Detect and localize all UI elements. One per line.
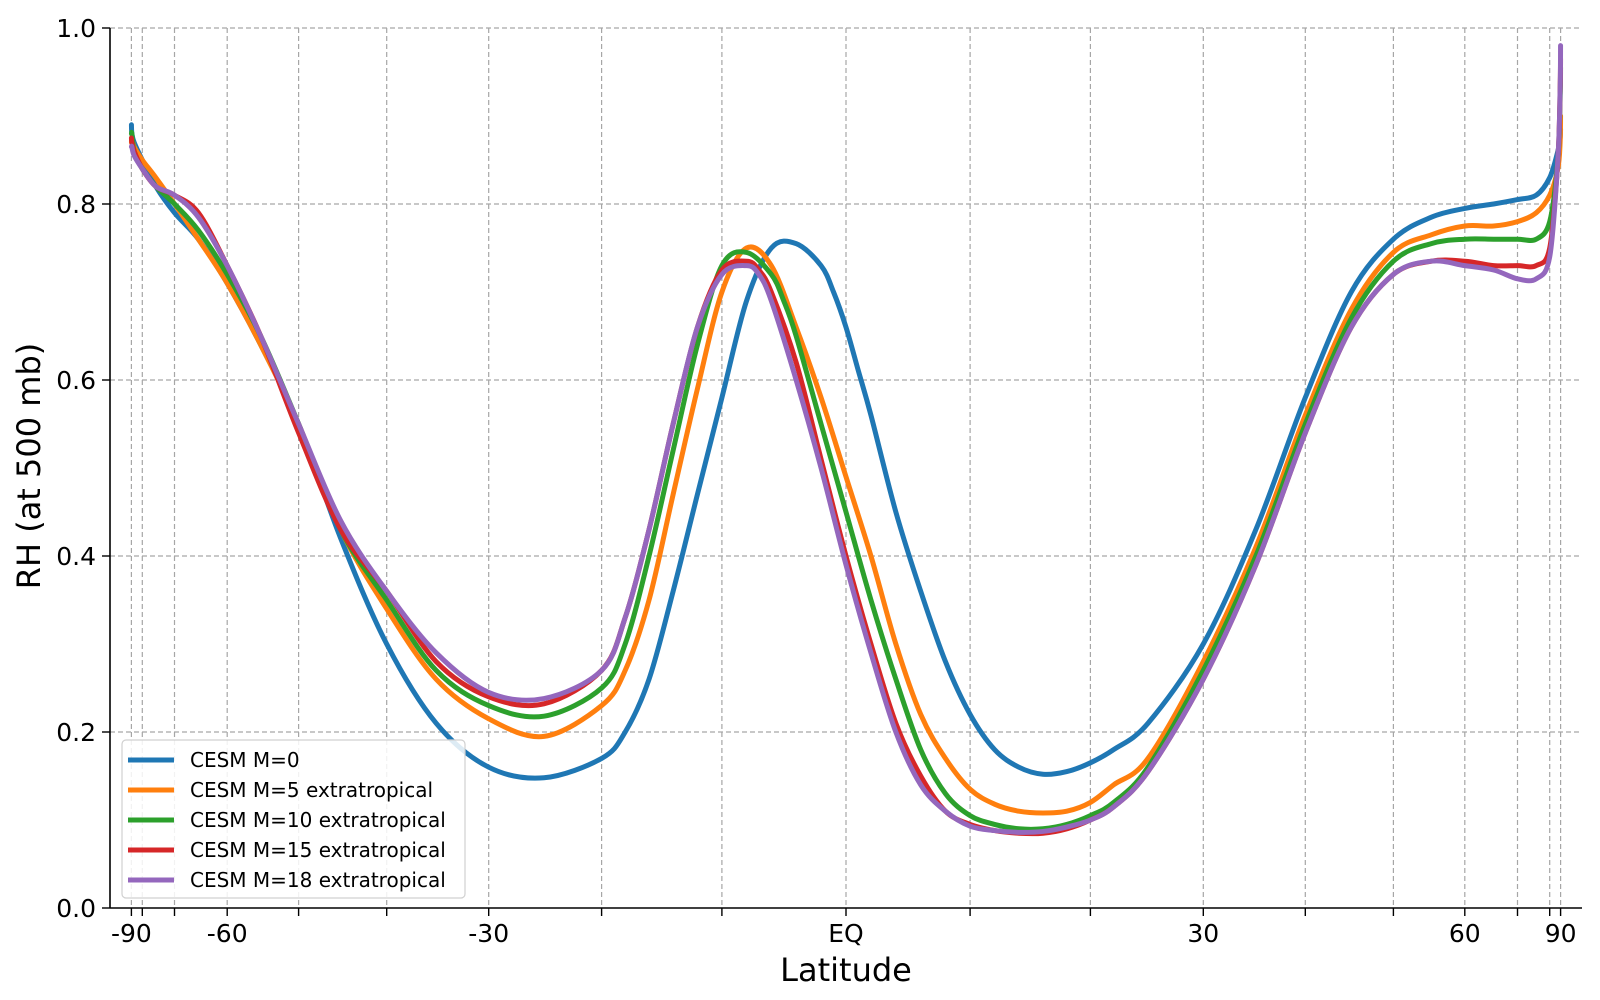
- legend-label: CESM M=10 extratropical: [190, 808, 446, 832]
- y-tick-label: 0.4: [56, 542, 96, 571]
- legend-label: CESM M=5 extratropical: [190, 778, 433, 802]
- x-tick-label: -30: [468, 919, 509, 948]
- y-tick-label: 0.0: [56, 894, 96, 923]
- series-line-5: [128, 43, 1564, 835]
- x-tick-label: -60: [207, 919, 248, 948]
- x-tick-label: 90: [1545, 919, 1577, 948]
- series-lines: [128, 43, 1564, 837]
- x-tick-label: 30: [1187, 919, 1219, 948]
- y-tick-label: 0.8: [56, 190, 96, 219]
- legend-label: CESM M=18 extratropical: [190, 868, 446, 892]
- y-axis-title: RH (at 500 mb): [10, 343, 48, 590]
- x-tick-label: EQ: [828, 919, 863, 948]
- legend-label: CESM M=15 extratropical: [190, 838, 446, 862]
- y-tick-label: 0.6: [56, 366, 96, 395]
- x-tick-label: -90: [111, 919, 152, 948]
- legend: CESM M=0 CESM M=5 extratropical CESM M=10 …: [121, 739, 466, 899]
- legend-box: [121, 739, 466, 899]
- y-tick-label: 1.0: [56, 14, 96, 43]
- legend-label: CESM M=0: [190, 748, 300, 772]
- x-tick-label: 60: [1449, 919, 1481, 948]
- x-axis-title: Latitude: [780, 951, 912, 989]
- y-tick-label: 0.2: [56, 718, 96, 747]
- tick-labels: 0.0 0.2 0.4 0.6 0.8 1.0 -90 -60 -30 EQ 30 60 90: [56, 14, 1576, 948]
